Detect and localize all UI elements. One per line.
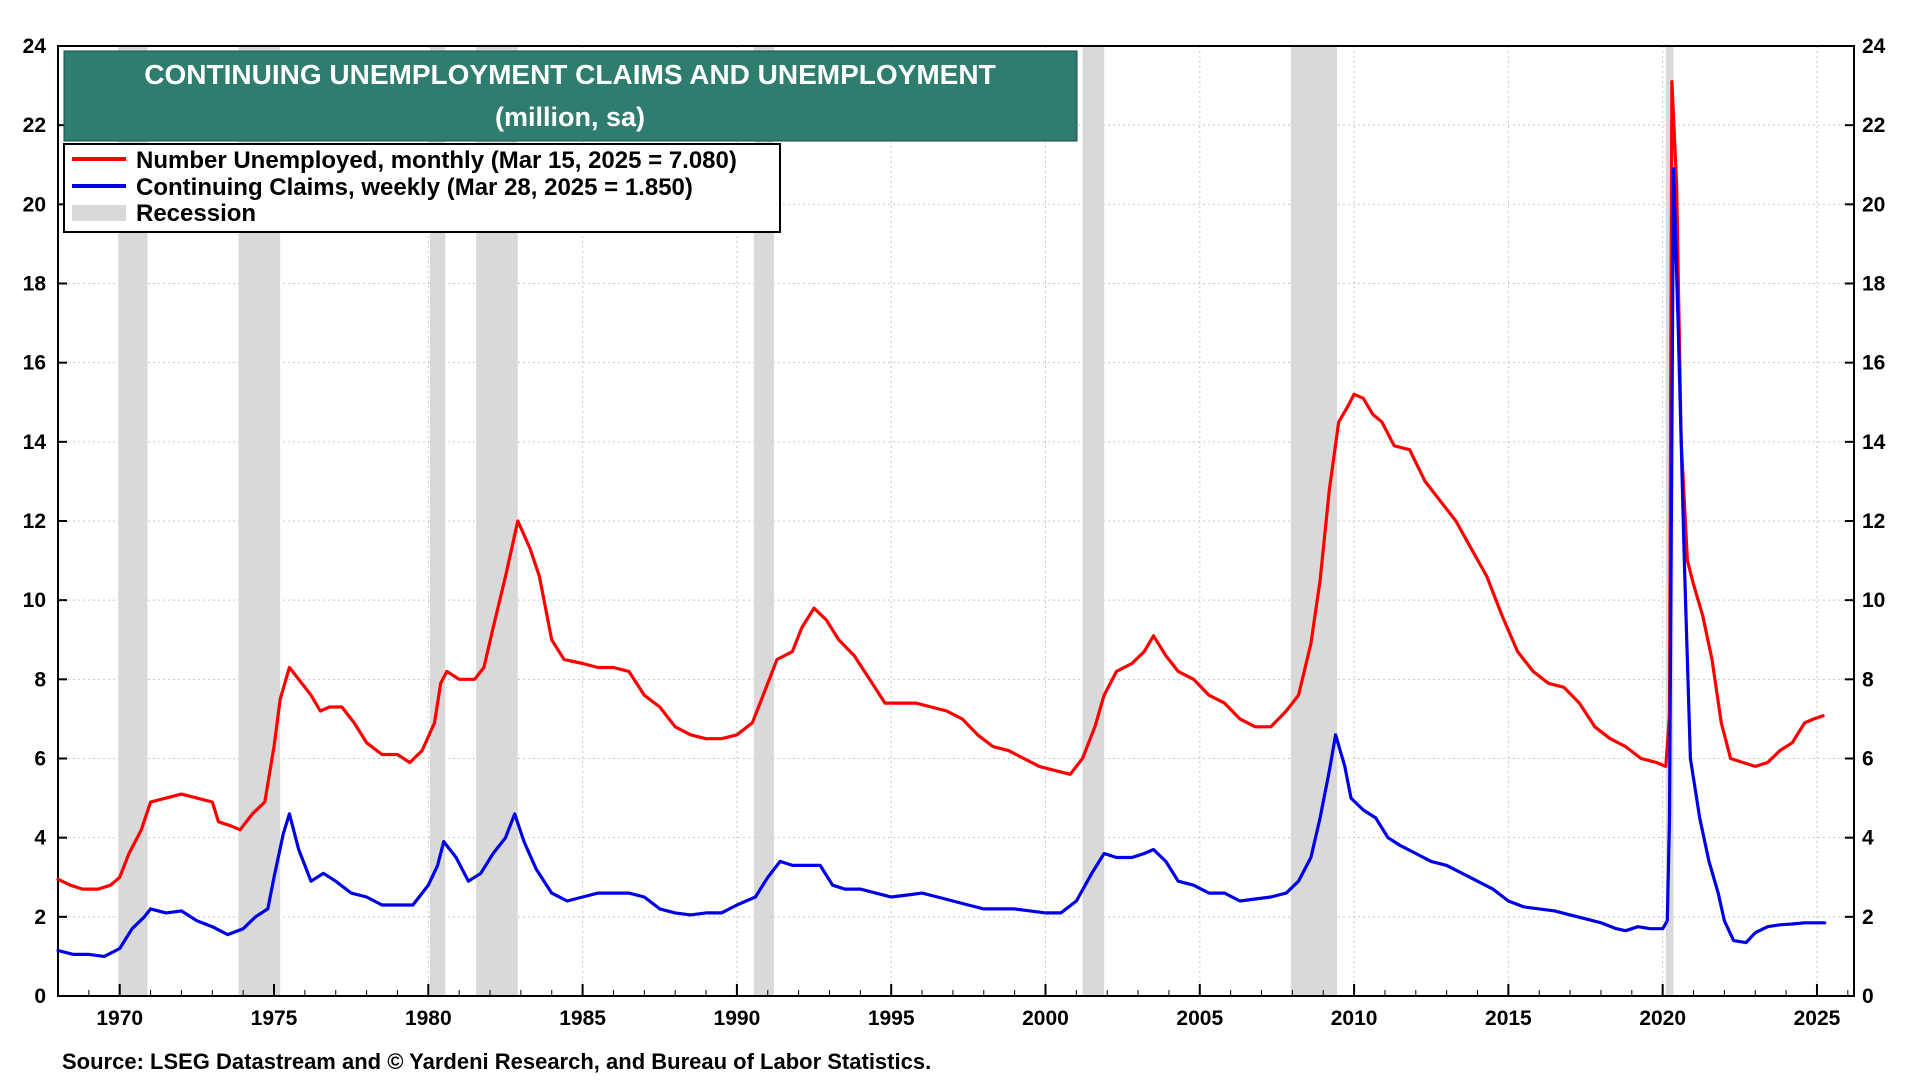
x-tick-label: 2010 (1331, 1007, 1378, 1030)
x-tick-label: 1995 (868, 1007, 915, 1030)
series-line-unemployed (56, 80, 1825, 891)
y-tick-label-right: 6 (1862, 748, 1874, 771)
series-lines (56, 80, 1827, 958)
y-tick-label-left: 22 (23, 114, 46, 137)
title-background (63, 50, 1078, 142)
x-tick-label: 1975 (251, 1007, 298, 1030)
y-tick-label-left: 20 (23, 193, 46, 216)
x-tick-label: 1990 (714, 1007, 761, 1030)
y-tick-label-right: 18 (1862, 273, 1886, 296)
legend-swatch-recession (72, 205, 126, 221)
legend-box (63, 143, 781, 233)
chart-title: CONTINUING UNEMPLOYMENT CLAIMS AND UNEMP… (144, 59, 995, 90)
title-box: CONTINUING UNEMPLOYMENT CLAIMS AND UNEMP… (63, 50, 1078, 142)
legend-label-claims: Continuing Claims, weekly (Mar 28, 2025 … (136, 174, 693, 201)
y-tick-label-left: 4 (34, 827, 46, 850)
x-tick-label: 2020 (1639, 1007, 1686, 1030)
recession-band (1290, 46, 1338, 996)
legend-label-unemployed: Number Unemployed, monthly (Mar 15, 2025… (136, 147, 737, 174)
y-tick-label-right: 22 (1862, 114, 1885, 137)
y-tick-label-right: 24 (1862, 35, 1886, 58)
x-tick-label: 1970 (96, 1007, 143, 1030)
y-tick-label-left: 10 (23, 589, 46, 612)
y-tick-label-left: 14 (23, 431, 47, 454)
x-tick-label: 2005 (1176, 1007, 1223, 1030)
y-tick-label-right: 20 (1862, 193, 1885, 216)
legend-label-recession: Recession (136, 200, 256, 227)
source-note: Source: LSEG Datastream and © Yardeni Re… (62, 1049, 931, 1074)
y-tick-label-left: 24 (23, 35, 47, 58)
y-tick-label-right: 0 (1862, 985, 1874, 1008)
chart-subtitle: (million, sa) (495, 102, 645, 132)
y-tick-label-right: 4 (1862, 827, 1874, 850)
recession-band (429, 46, 446, 996)
series-line-claims (56, 167, 1827, 958)
y-tick-label-left: 8 (34, 668, 46, 691)
y-tick-label-right: 16 (1862, 352, 1885, 375)
y-tick-label-left: 0 (34, 985, 46, 1008)
x-tick-label: 2025 (1794, 1007, 1841, 1030)
recession-band (753, 46, 774, 996)
y-tick-label-right: 14 (1862, 431, 1886, 454)
y-tick-label-right: 2 (1862, 906, 1874, 929)
x-tick-label: 1980 (405, 1007, 452, 1030)
y-tick-label-right: 12 (1862, 510, 1885, 533)
x-tick-label: 2015 (1485, 1007, 1532, 1030)
y-tick-label-right: 8 (1862, 668, 1874, 691)
y-tick-label-left: 16 (23, 352, 46, 375)
recession-band (1082, 46, 1105, 996)
y-tick-label-left: 6 (34, 748, 46, 771)
y-tick-label-left: 18 (23, 273, 47, 296)
y-tick-label-right: 10 (1862, 589, 1885, 612)
y-tick-label-left: 2 (34, 906, 46, 929)
y-tick-label-left: 12 (23, 510, 46, 533)
legend: Number Unemployed, monthly (Mar 15, 2025… (63, 143, 781, 233)
x-tick-label: 1985 (559, 1007, 606, 1030)
x-tick-label: 2000 (1022, 1007, 1069, 1030)
